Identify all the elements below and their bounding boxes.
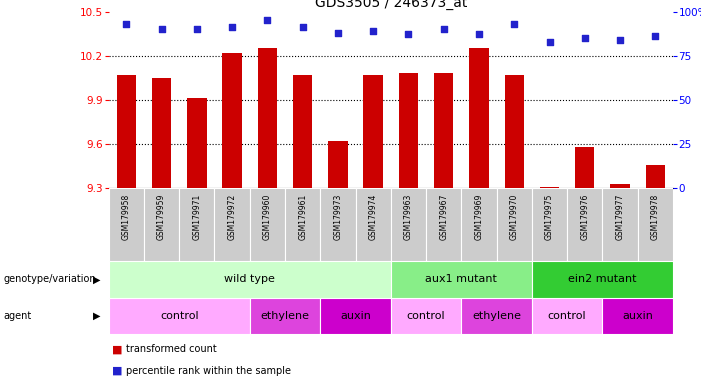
Bar	[355, 188, 391, 261]
Title: GDS3505 / 246373_at: GDS3505 / 246373_at	[315, 0, 467, 10]
Text: ▶: ▶	[93, 311, 100, 321]
Text: percentile rank within the sample: percentile rank within the sample	[126, 366, 291, 376]
Text: ■: ■	[112, 366, 123, 376]
Bar	[532, 261, 673, 298]
Bar	[109, 298, 250, 334]
Bar	[258, 48, 277, 188]
Bar	[469, 48, 489, 188]
Point	[261, 17, 273, 23]
Point	[473, 31, 484, 38]
Text: control: control	[548, 311, 587, 321]
Text: GSM179958: GSM179958	[122, 194, 131, 240]
Bar	[434, 73, 454, 188]
Text: GSM179976: GSM179976	[580, 194, 590, 240]
Text: GSM179978: GSM179978	[651, 194, 660, 240]
Bar	[426, 188, 461, 261]
Bar	[540, 187, 559, 188]
Text: auxin: auxin	[622, 311, 653, 321]
Point	[332, 30, 343, 36]
Text: GSM179970: GSM179970	[510, 194, 519, 240]
Point	[226, 24, 238, 30]
Point	[156, 26, 167, 32]
Text: GSM179975: GSM179975	[545, 194, 554, 240]
Bar	[461, 298, 532, 334]
Bar	[391, 188, 426, 261]
Point	[615, 37, 626, 43]
Bar	[505, 75, 524, 188]
Bar	[179, 188, 215, 261]
Text: genotype/variation: genotype/variation	[4, 274, 96, 285]
Bar	[320, 298, 391, 334]
Text: GSM179977: GSM179977	[615, 194, 625, 240]
Text: GSM179967: GSM179967	[440, 194, 448, 240]
Point	[121, 21, 132, 27]
Text: ethylene: ethylene	[472, 311, 521, 321]
Bar	[567, 188, 602, 261]
Point	[297, 24, 308, 30]
Point	[579, 35, 590, 41]
Text: ▶: ▶	[93, 274, 100, 285]
Bar	[285, 188, 320, 261]
Text: GSM179973: GSM179973	[334, 194, 342, 240]
Bar	[391, 261, 532, 298]
Point	[650, 33, 661, 39]
Bar	[391, 298, 461, 334]
Point	[403, 31, 414, 38]
Point	[191, 26, 203, 32]
Bar	[109, 261, 391, 298]
Bar	[646, 165, 665, 188]
Text: GSM179972: GSM179972	[228, 194, 237, 240]
Bar	[144, 188, 179, 261]
Text: auxin: auxin	[340, 311, 371, 321]
Point	[367, 28, 379, 34]
Bar	[575, 147, 594, 188]
Text: GSM179963: GSM179963	[404, 194, 413, 240]
Text: ■: ■	[112, 344, 123, 354]
Text: wild type: wild type	[224, 274, 275, 285]
Text: GSM179961: GSM179961	[298, 194, 307, 240]
Text: GSM179974: GSM179974	[369, 194, 378, 240]
Bar	[496, 188, 532, 261]
Text: ethylene: ethylene	[261, 311, 310, 321]
Text: control: control	[160, 311, 198, 321]
Text: agent: agent	[4, 311, 32, 321]
Bar	[602, 188, 638, 261]
Text: ein2 mutant: ein2 mutant	[569, 274, 637, 285]
Bar	[116, 75, 136, 188]
Point	[438, 26, 449, 32]
Bar	[611, 184, 629, 188]
Bar	[250, 188, 285, 261]
Bar	[250, 298, 320, 334]
Bar	[399, 73, 418, 188]
Text: control: control	[407, 311, 445, 321]
Bar	[152, 78, 171, 188]
Bar	[364, 75, 383, 188]
Bar	[532, 188, 567, 261]
Point	[509, 21, 520, 27]
Bar	[461, 188, 496, 261]
Text: GSM179960: GSM179960	[263, 194, 272, 240]
Bar	[293, 75, 313, 188]
Bar	[532, 298, 602, 334]
Bar	[638, 188, 673, 261]
Bar	[328, 141, 348, 188]
Text: GSM179971: GSM179971	[192, 194, 201, 240]
Text: aux1 mutant: aux1 mutant	[426, 274, 497, 285]
Bar	[109, 188, 144, 261]
Bar	[187, 98, 207, 188]
Point	[544, 38, 555, 45]
Text: transformed count: transformed count	[126, 344, 217, 354]
Bar	[215, 188, 250, 261]
Bar	[602, 298, 673, 334]
Bar	[222, 53, 242, 188]
Bar	[320, 188, 355, 261]
Text: GSM179959: GSM179959	[157, 194, 166, 240]
Text: GSM179969: GSM179969	[475, 194, 484, 240]
